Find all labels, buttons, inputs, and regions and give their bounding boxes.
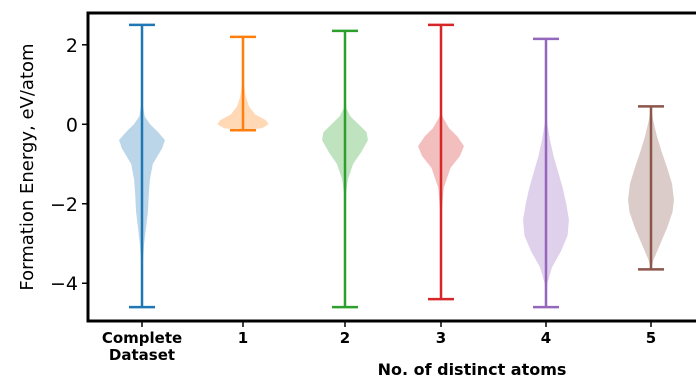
y-tick-label: 0 (66, 114, 78, 136)
x-tick-label: Complete (102, 329, 182, 347)
violin-2 (322, 29, 368, 309)
x-tick-label: 1 (238, 329, 248, 347)
x-tick-label: Dataset (109, 346, 175, 364)
y-tick-label: 2 (66, 35, 78, 57)
violin-0 (119, 23, 165, 309)
violin-5 (628, 105, 674, 271)
x-tick-label: 5 (646, 329, 656, 347)
violin-1 (217, 35, 269, 132)
x-tick-label: 2 (340, 329, 350, 347)
y-tick-label: −2 (50, 194, 78, 216)
x-axis-title: No. of distinct atoms (378, 360, 567, 378)
y-axis-title: Formation Energy, eV/atom (17, 43, 38, 290)
violin-4 (523, 37, 569, 309)
plot-frame (86, 11, 696, 323)
violin-3 (418, 23, 464, 301)
x-tick-label: 3 (436, 329, 446, 347)
x-tick-label: 4 (541, 329, 551, 347)
y-axis: −4 −2 0 2 (50, 35, 88, 295)
violin-group (119, 23, 674, 309)
y-tick-label: −4 (50, 273, 78, 295)
